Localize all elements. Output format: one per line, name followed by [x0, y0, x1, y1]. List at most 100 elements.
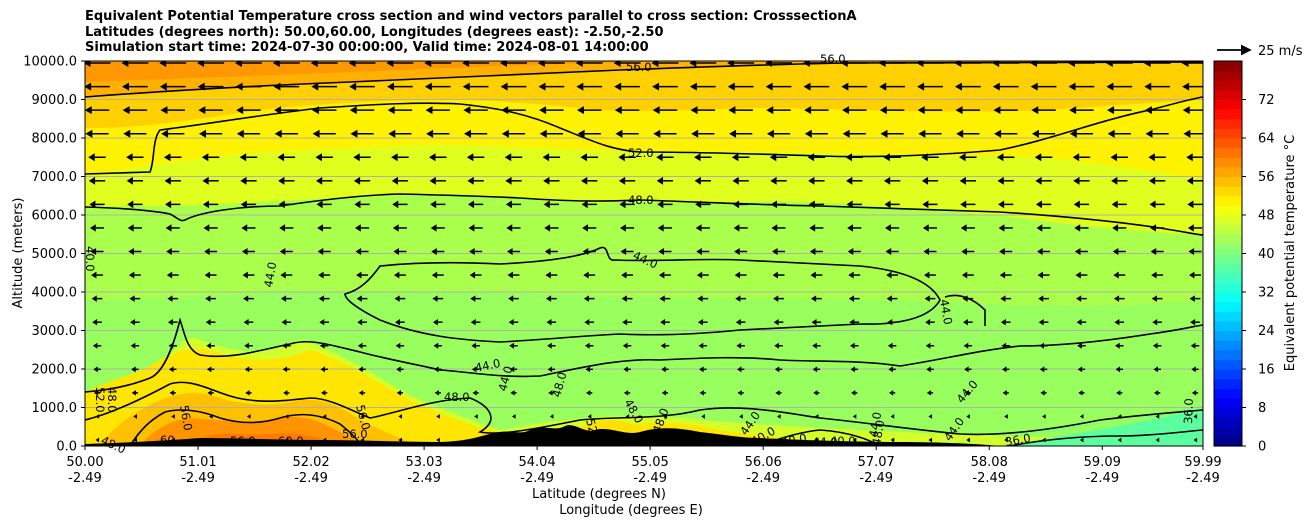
wind-arrow [846, 176, 863, 185]
wind-arrow [319, 342, 329, 349]
wind-arrow [658, 271, 671, 279]
contour-48-lower [85, 381, 1203, 436]
wind-arrow [924, 295, 936, 302]
wind-arrow [1181, 61, 1203, 67]
wind-arrow [811, 319, 822, 326]
wind-arrow [966, 414, 970, 419]
wind-arrow [582, 247, 596, 256]
wind-arrow [772, 271, 785, 279]
wind-arrow [879, 82, 905, 91]
wind-arrow [1152, 342, 1162, 349]
wind-arrow [507, 271, 520, 279]
colorbar-level [1214, 243, 1242, 255]
wind-arrow [89, 200, 105, 209]
wind-arrow [1155, 437, 1160, 443]
wind-arrow [280, 295, 292, 302]
wind-arrow [277, 153, 296, 162]
wind-arrow [884, 200, 900, 209]
wind-arrow [928, 414, 933, 419]
y-tick-label: 10000.0 [23, 55, 77, 70]
wind-arrow [467, 200, 484, 209]
colorbar-level [1214, 340, 1242, 351]
wind-arrow [848, 271, 861, 279]
wind-arrow [469, 247, 483, 256]
wind-arrow [168, 342, 177, 349]
wind-arrow [1073, 200, 1090, 209]
wind-arrow [622, 319, 632, 326]
wind-arrow [279, 224, 294, 232]
wind-arrow [812, 342, 821, 349]
x-axis-label-latitude: Latitude (degrees N) [532, 487, 666, 502]
wind-arrow [887, 319, 897, 326]
wind-arrow [474, 437, 478, 443]
wind-arrow [511, 414, 516, 419]
colorbar-level [1214, 349, 1242, 360]
wind-arrow [1076, 319, 1087, 326]
wind-arrow [699, 390, 706, 396]
wind-arrow [127, 200, 143, 209]
wind-arrow [1000, 295, 1012, 302]
wind-arrow [282, 366, 290, 373]
wind-arrow [810, 271, 823, 279]
wind-arrow [851, 390, 858, 396]
wind-arrow [657, 200, 673, 209]
colorbar-level [1214, 224, 1242, 235]
colorbar-level [1214, 436, 1242, 447]
wind-arrow [463, 106, 488, 115]
wind-arrow [625, 414, 630, 419]
wind-arrow [771, 224, 786, 232]
wind-arrow [508, 319, 519, 326]
wind-arrow [663, 437, 668, 443]
wind-arrow [963, 319, 973, 326]
wind-arrow [133, 437, 137, 443]
wind-arrow [918, 129, 942, 138]
wind-arrow [587, 437, 592, 443]
wind-arrow [1189, 271, 1201, 279]
wind-arrow [765, 61, 793, 67]
wind-arrow [959, 153, 977, 162]
wind-arrow [93, 366, 101, 373]
wind-arrow [1191, 390, 1199, 396]
wind-arrow [242, 271, 255, 279]
wind-arrow [1067, 61, 1095, 67]
wind-arrow [1144, 82, 1171, 91]
colorbar: 0 8 16 24 32 40 48 56 64 72 [1213, 60, 1275, 455]
wind-arrow [993, 106, 1018, 115]
wind-arrow [171, 414, 175, 419]
wind-arrow [615, 129, 639, 138]
wind-arrow [841, 106, 867, 115]
wind-arrow [121, 82, 148, 91]
wind-arrow [240, 176, 257, 185]
wind-arrow [586, 390, 593, 396]
wind-arrow [244, 366, 253, 373]
wind-arrow [354, 200, 370, 209]
wind-arrow [202, 200, 219, 209]
wind-arrow [311, 106, 337, 115]
wind-arrow [625, 437, 630, 443]
x-tick-label-longitude: -2.49 [68, 471, 102, 486]
wind-arrow [317, 247, 331, 256]
colorbar-level [1214, 311, 1242, 322]
wind-arrow [1155, 414, 1160, 419]
wind-arrow [883, 176, 901, 185]
wind-arrow [315, 176, 333, 185]
wind-arrow [1148, 153, 1166, 162]
contour-44-lower [85, 317, 1203, 393]
wind-arrow [394, 295, 406, 302]
wind-arrow [126, 176, 144, 185]
wind-arrow [88, 176, 106, 185]
colorbar-level [1214, 157, 1242, 168]
wind-arrow [95, 437, 100, 443]
wind-arrow [317, 224, 332, 232]
field-lower-right-green [940, 405, 1203, 446]
contour-label: 44.0 [937, 298, 955, 326]
wind-arrow [926, 366, 934, 373]
wind-arrow [739, 437, 743, 443]
wind-arrow [1075, 271, 1088, 279]
wind-arrow [1193, 437, 1198, 443]
field-lower-right-cyan [1000, 405, 1203, 446]
wind-arrow [696, 247, 710, 256]
wind-arrow [697, 319, 708, 326]
wind-arrow [885, 224, 900, 232]
wind-arrow [1073, 176, 1090, 185]
